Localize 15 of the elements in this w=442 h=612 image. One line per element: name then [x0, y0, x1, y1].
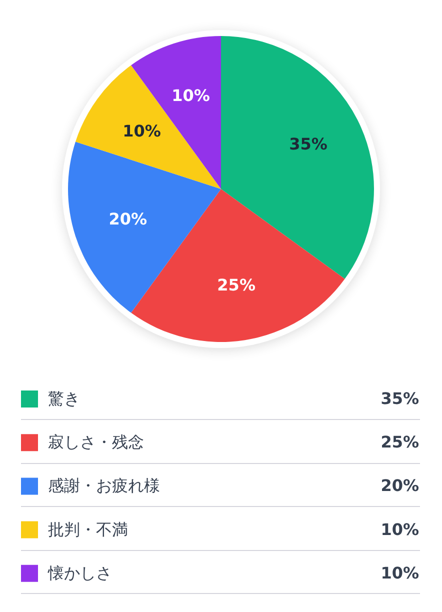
legend-label: 驚き	[48, 389, 80, 408]
legend-label: 感謝・お疲れ様	[48, 476, 160, 496]
data-label: 35%	[289, 134, 328, 154]
legend-label: 懐かしさ	[47, 563, 112, 582]
data-label: 10%	[172, 86, 210, 105]
text: 10%	[380, 563, 419, 582]
text: 20%	[380, 476, 419, 496]
legend-label: 批判・不満	[48, 520, 128, 539]
data-label: 20%	[108, 209, 148, 228]
legend-label: 寂しさ・残念	[48, 432, 144, 452]
data-label: 10%	[122, 121, 161, 140]
text: 25%	[380, 432, 419, 452]
text: 10%	[380, 520, 419, 539]
text: 35%	[380, 389, 419, 408]
data-label: 25%	[217, 276, 256, 295]
